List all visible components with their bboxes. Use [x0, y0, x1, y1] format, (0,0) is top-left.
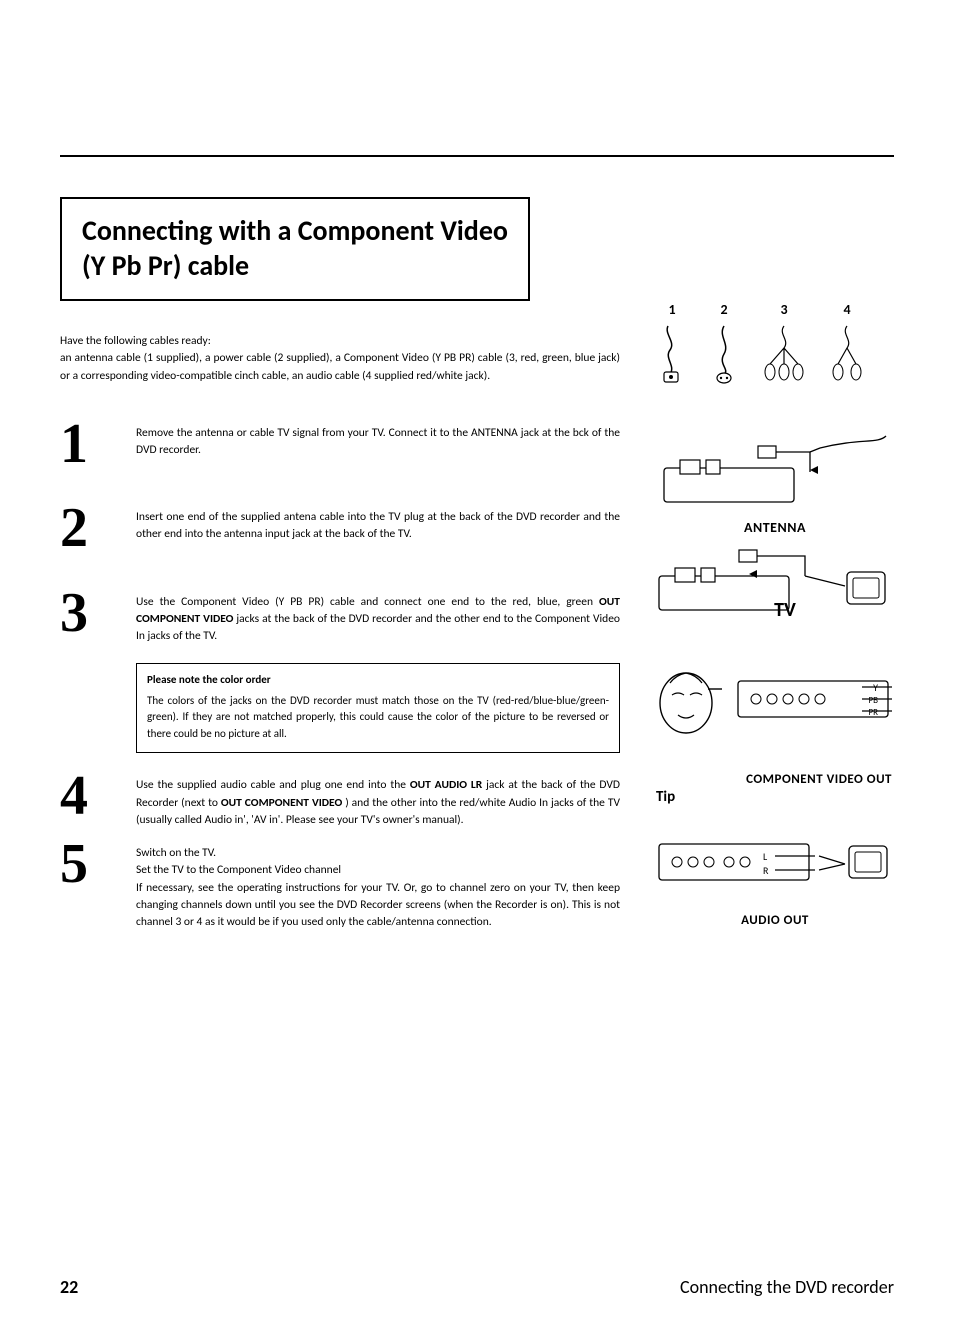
audio-diagram-icon: L R — [655, 826, 895, 904]
cable-4-label: 4 — [843, 301, 850, 318]
cable-2: 2 — [710, 301, 738, 384]
tv-label-svg: TV — [774, 598, 796, 622]
tv-diagram-icon: TV — [655, 542, 895, 628]
step-2-text: Insert one end of the supplied antena ca… — [136, 503, 620, 544]
fig-antenna: ANTENNA — [648, 432, 902, 536]
step-2: 2 Insert one end of the supplied antena … — [60, 503, 620, 553]
left-column: Have the following cables ready: an ante… — [60, 301, 620, 931]
page: Connecting with a Component Video (Y Pb … — [0, 0, 954, 1338]
step-4-bold-a: OUT AUDIO LR — [410, 778, 482, 792]
step-4: 4 Use the supplied audio cable and plug … — [60, 771, 620, 829]
step-3-body: Use the Component Video (Y PB PR) cable … — [136, 588, 620, 754]
cable-4: 4 — [830, 301, 864, 384]
tip-box: Please note the color order The colors o… — [136, 663, 620, 753]
cable-1-label: 1 — [668, 301, 675, 318]
title-box: Connecting with a Component Video (Y Pb … — [60, 197, 530, 301]
right-column: 1 2 3 — [648, 301, 902, 928]
power-cable-icon — [710, 324, 738, 384]
svg-text:R: R — [763, 864, 769, 877]
cable-3: 3 — [762, 301, 806, 384]
step-4-text-a: Use the supplied audio cable and plug on… — [136, 778, 410, 792]
title-line-2: (Y Pb Pr) cable — [82, 248, 249, 283]
cable-1: 1 — [658, 301, 686, 384]
svg-text:PR: PR — [868, 707, 878, 718]
antenna-cable-icon — [658, 324, 686, 384]
top-rule — [60, 155, 894, 157]
footer: 22 Connecting the DVD recorder — [60, 1276, 894, 1298]
intro-block: Have the following cables ready: an ante… — [60, 333, 620, 385]
step-5-rest: If necessary, see the operating instruct… — [136, 881, 620, 930]
step-5: 5 Switch on the TV. Set the TV to the Co… — [60, 839, 620, 931]
footer-title: Connecting the DVD recorder — [680, 1276, 894, 1298]
step-3-text-a: Use the Component Video (Y PB PR) cable … — [136, 595, 599, 609]
step-5-line-2: Set the TV to the Component Video channe… — [136, 863, 341, 877]
step-1-text: Remove the antenna or cable TV signal fr… — [136, 419, 620, 460]
step-3: 3 Use the Component Video (Y PB PR) cabl… — [60, 588, 620, 754]
step-5-number: 5 — [60, 839, 112, 889]
step-1: 1 Remove the antenna or cable TV signal … — [60, 419, 620, 469]
step-4-body: Use the supplied audio cable and plug on… — [136, 771, 620, 829]
title-line-1: Connecting with a Component Video — [82, 213, 508, 248]
fig-tv: TV — [648, 542, 902, 633]
fig-antenna-caption: ANTENNA — [648, 519, 902, 536]
tip-label: Tip — [656, 788, 902, 806]
step-1-number: 1 — [60, 419, 112, 469]
tip-title: Please note the color order — [147, 672, 609, 689]
audio-cable-icon — [830, 324, 864, 384]
fig-component-wrapper: Y PB PR — [648, 659, 902, 769]
step-5-body: Switch on the TV. Set the TV to the Comp… — [136, 839, 620, 931]
tip-body: The colors of the jacks on the DVD recor… — [147, 693, 609, 743]
fig-audio: L R AUDIO OUT — [648, 826, 902, 928]
component-diagram-icon: Y PB PR — [732, 659, 902, 769]
page-number: 22 — [60, 1276, 78, 1298]
step-4-number: 4 — [60, 771, 112, 821]
svg-text:PB: PB — [868, 695, 878, 706]
step-2-number: 2 — [60, 503, 112, 553]
component-cable-icon — [762, 324, 806, 384]
intro-body: an antenna cable (1 supplied), a power c… — [60, 350, 620, 385]
antenna-diagram-icon — [660, 432, 890, 510]
cable-icons-row: 1 2 3 — [648, 301, 902, 384]
cable-3-label: 3 — [780, 301, 787, 318]
step-3-number: 3 — [60, 588, 112, 638]
intro-line-1: Have the following cables ready: — [60, 333, 620, 350]
columns: Have the following cables ready: an ante… — [60, 301, 894, 931]
step-5-line-1: Switch on the TV. — [136, 846, 216, 860]
tip-head-icon — [648, 659, 726, 769]
page-title: Connecting with a Component Video (Y Pb … — [82, 213, 508, 283]
fig-audio-caption: AUDIO OUT — [648, 913, 902, 928]
cable-2-label: 2 — [720, 301, 727, 318]
fig-component-caption: COMPONENT VIDEO OUT — [746, 772, 892, 787]
step-4-bold-b: OUT COMPONENT VIDEO — [221, 796, 342, 810]
